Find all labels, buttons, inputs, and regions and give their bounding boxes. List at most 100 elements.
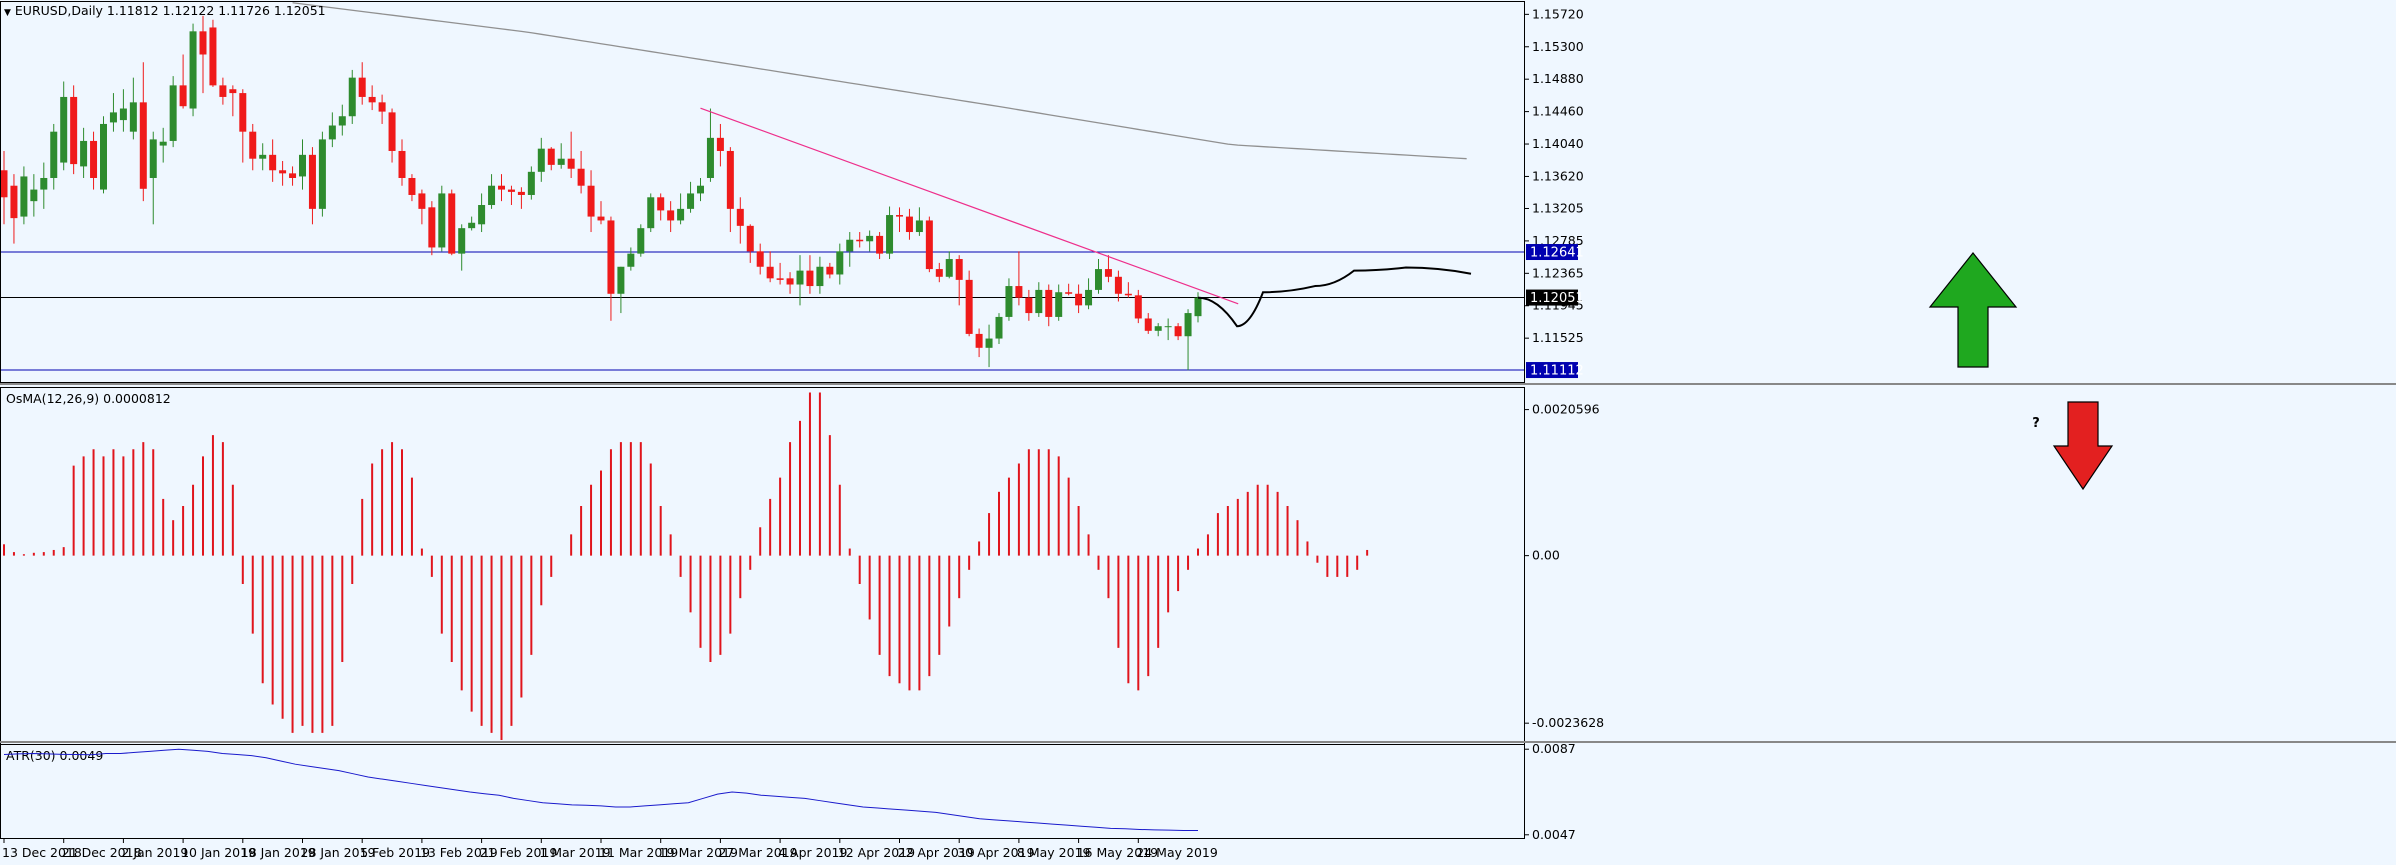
candle-body bbox=[995, 316, 1003, 339]
candle-body bbox=[856, 239, 864, 242]
price-tag: 1.12641 bbox=[1526, 244, 1584, 261]
bull-candle bbox=[557, 143, 565, 169]
bear-candle bbox=[179, 54, 187, 109]
price-tick-label: 1.12365 bbox=[1532, 265, 1584, 280]
bear-candle bbox=[935, 262, 943, 283]
candle-body bbox=[1045, 289, 1053, 317]
candle-body bbox=[1025, 297, 1033, 314]
header-dropdown-icon[interactable]: ▼ bbox=[4, 8, 11, 18]
candle-body bbox=[169, 85, 177, 141]
bear-candle bbox=[289, 166, 297, 186]
candle-body bbox=[866, 235, 874, 242]
candle-body bbox=[318, 139, 326, 209]
moving-average-line bbox=[292, 2, 1467, 160]
bull-candle bbox=[886, 206, 894, 260]
bull-candle bbox=[328, 112, 336, 148]
candle-body bbox=[577, 168, 585, 186]
bear-candle bbox=[139, 62, 147, 202]
candle-body bbox=[219, 85, 227, 97]
candle-body bbox=[199, 31, 207, 55]
bull-candle bbox=[866, 230, 874, 252]
bear-candle bbox=[597, 201, 605, 225]
candle-body bbox=[209, 27, 217, 86]
atr-pane[interactable]: ATR(30) 0.0049 0.0087 0.0047 bbox=[3, 741, 1576, 842]
candle-body bbox=[607, 220, 615, 294]
candle-body bbox=[547, 148, 555, 165]
bear-candle bbox=[577, 150, 585, 194]
date-tick-label: 27 Mar 2019 bbox=[718, 845, 797, 860]
candle-body bbox=[975, 333, 983, 348]
bear-candle bbox=[766, 251, 774, 283]
bull-candle bbox=[677, 193, 685, 225]
candle-body bbox=[746, 225, 754, 252]
candle-body bbox=[507, 189, 515, 192]
price-tag-label: 1.12051 bbox=[1530, 291, 1584, 306]
candle-body bbox=[667, 210, 675, 221]
bull-candle bbox=[40, 162, 48, 209]
bull-candle bbox=[348, 69, 356, 124]
bull-candle bbox=[1154, 323, 1162, 337]
candle-body bbox=[816, 266, 824, 287]
bear-candle bbox=[876, 232, 884, 260]
candle-body bbox=[766, 266, 774, 279]
bear-candle bbox=[279, 161, 287, 186]
bear-candle bbox=[358, 62, 366, 105]
trend-line[interactable] bbox=[700, 107, 1239, 305]
candle-body bbox=[478, 205, 486, 225]
candle-body bbox=[70, 96, 78, 165]
bull-candle bbox=[1164, 318, 1172, 341]
candle-body bbox=[955, 259, 963, 280]
candle-body bbox=[189, 31, 197, 109]
candle-body bbox=[557, 158, 565, 165]
atr-line bbox=[3, 748, 1198, 832]
bull-candle bbox=[1095, 259, 1102, 294]
candle-body bbox=[1154, 326, 1162, 331]
price-tag: 1.11112 bbox=[1526, 362, 1584, 379]
bear-candle bbox=[229, 85, 237, 117]
candle-body bbox=[776, 278, 784, 280]
pane-frames bbox=[0, 1, 2396, 839]
bear-candle bbox=[1104, 255, 1112, 283]
date-tick-label: 2 Jan 2019 bbox=[121, 845, 188, 860]
bull-candle bbox=[458, 224, 466, 271]
bull-candle bbox=[488, 174, 496, 209]
candle-body bbox=[706, 137, 714, 178]
date-tick-label: 13 Feb 2019 bbox=[420, 845, 498, 860]
bull-candle bbox=[1005, 278, 1013, 321]
bear-candle bbox=[547, 147, 555, 171]
candle-body bbox=[905, 216, 913, 233]
bear-candle bbox=[1025, 289, 1033, 321]
candle-body bbox=[40, 177, 48, 190]
candle-body bbox=[567, 158, 575, 169]
osma-pane[interactable]: OsMA(12,26,9) 0.0000812 0.0020596 0.00 -0.0… bbox=[3, 391, 1604, 740]
candle-body bbox=[1065, 292, 1073, 294]
bear-candle bbox=[70, 85, 78, 175]
bull-candle bbox=[985, 324, 993, 368]
date-tick-label: 13 Dec 2018 bbox=[2, 845, 82, 860]
candle-body bbox=[1134, 295, 1142, 319]
date-tick-label: 8 May 2019 bbox=[1017, 845, 1091, 860]
date-tick-label: 22 Apr 2019 bbox=[898, 845, 975, 860]
bull-candle bbox=[20, 166, 28, 225]
date-tick-label: 4 Apr 2019 bbox=[778, 845, 847, 860]
bull-candle bbox=[50, 123, 58, 190]
candle-body bbox=[1075, 293, 1083, 306]
candle-body bbox=[259, 154, 267, 159]
candle-body bbox=[239, 93, 247, 132]
candle-body bbox=[20, 176, 28, 217]
bull-candle bbox=[338, 104, 346, 136]
candle-body bbox=[597, 216, 605, 221]
bear-candle bbox=[368, 85, 376, 111]
candle-body bbox=[1184, 313, 1192, 337]
candle-body bbox=[1144, 318, 1152, 331]
bear-candle bbox=[269, 139, 277, 182]
bearish-arrow-icon bbox=[2052, 401, 2114, 491]
date-tick-label: 24 May 2019 bbox=[1136, 845, 1218, 860]
bull-candle bbox=[527, 166, 535, 200]
candle-body bbox=[896, 215, 903, 217]
bear-candle bbox=[498, 174, 505, 202]
price-pane[interactable]: 1.15720 1.15300 1.14880 1.14460 1.14040 1.136… bbox=[0, 2, 2114, 491]
